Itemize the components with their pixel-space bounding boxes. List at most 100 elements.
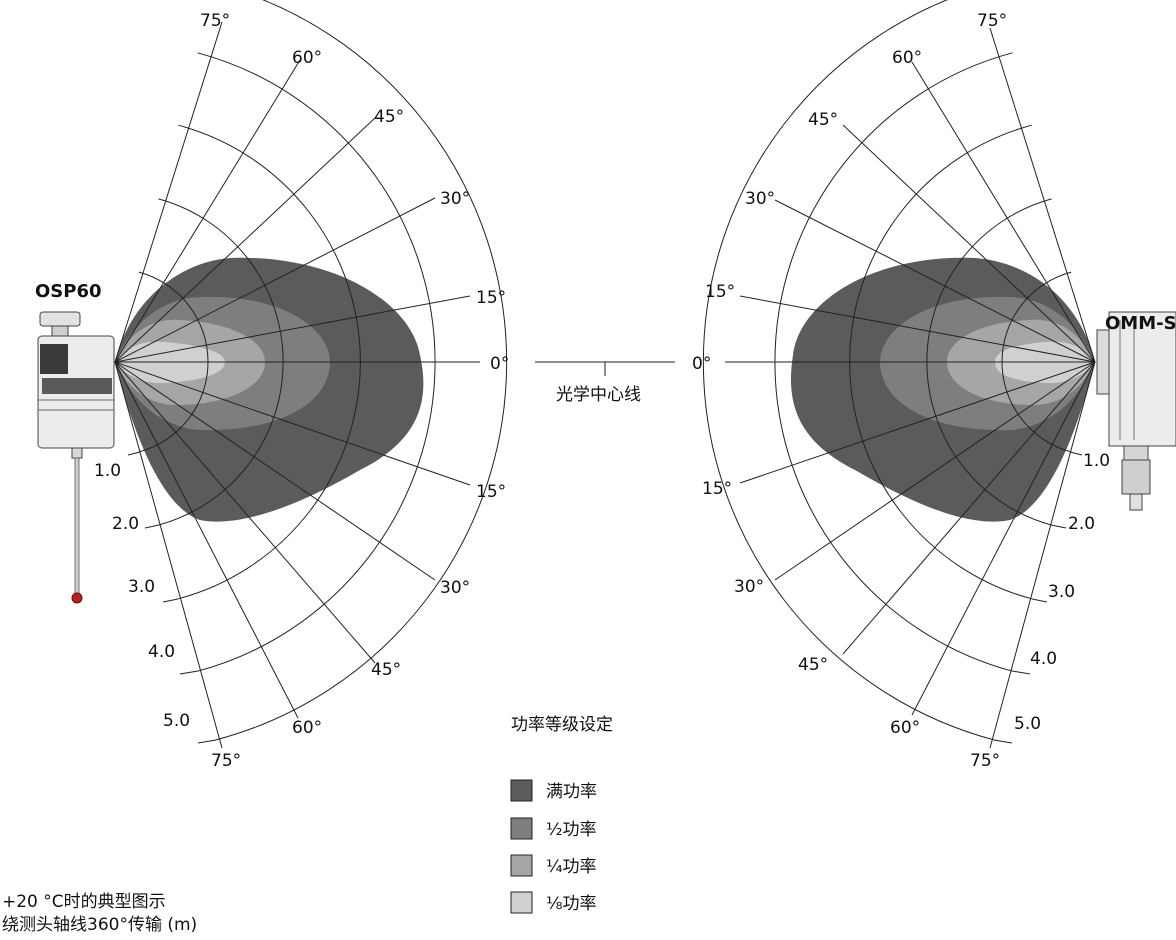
right-dist-tick-3 [1031,598,1048,603]
left-angle-60-down: 60° [292,718,322,738]
footnote-line-1: +20 °C时的典型图示 [2,892,166,912]
right-ray-45-down [842,361,1096,655]
left-angle-45-up: 45° [374,107,404,127]
left-angle-15-up: 15° [476,288,506,308]
legend-swatch-quarter [510,854,533,877]
left-dist-tick-1 [127,451,141,456]
left-angle-60-up: 60° [292,48,322,68]
right-angle-75-down: 75° [970,751,1000,771]
left-ray-60-up [114,59,301,363]
receiver-cable-gland [1121,459,1151,495]
right-ray-45-up [842,124,1096,363]
left-range-arc-5 [215,0,508,741]
osp60-label: OSP60 [35,281,102,302]
legend-label-quarter: ¼功率 [546,857,596,877]
probe-cap-stem [51,325,69,337]
left-dist-tick-2 [144,524,160,529]
left-ray-75-up [114,21,223,363]
legend-label-half: ½功率 [546,820,596,840]
right-distance-labels: 1.0 2.0 3.0 4.0 5.0 [1014,451,1110,734]
receiver-cable [1129,493,1143,511]
right-envelope [790,257,1095,522]
legend-swatch-half [510,817,533,840]
right-ray-15-up [739,295,1096,363]
legend-swatch-eighth [510,891,533,914]
left-distance-2: 2.0 [112,514,139,534]
right-ray-75-up [989,27,1096,363]
right-angle-15-down: 15° [702,479,732,499]
optical-centerline [535,361,675,376]
probe-stylus-ball [71,592,83,604]
receiver-face-plate [1096,329,1110,395]
receiver-connector [1123,445,1149,461]
right-angle-30-down: 30° [734,577,764,597]
left-ray-15-up [114,295,471,363]
left-distance-5: 5.0 [163,711,190,731]
left-ray-15-down [114,361,471,486]
left-distance-labels: 1.0 2.0 3.0 4.0 5.0 [94,461,190,731]
left-ray-45-down [114,361,376,664]
probe-cap [39,311,81,327]
legend-label-full: 满功率 [546,782,597,802]
right-angle-0: 0° [692,354,711,374]
right-dist-tick-5 [993,739,1013,744]
right-distance-5: 5.0 [1014,714,1041,734]
left-ray-30-up [114,197,436,363]
right-angle-labels: 75° 60° 45° 30° 15° 0° 15° 30° 45° 60° 7… [692,11,1007,771]
probe-window [40,344,68,374]
left-angle-75-down: 75° [211,751,241,771]
right-ray-30-down [774,361,1096,581]
right-range-arc-5 [702,0,995,741]
osp60-probe-illustration [37,311,115,604]
right-angle-15-up: 15° [705,282,735,302]
left-envelope [115,257,424,522]
right-angle-60-down: 60° [890,718,920,738]
right-angle-45-down: 45° [798,655,828,675]
legend-swatch-full [510,779,533,802]
right-ray-30-up [774,199,1096,363]
right-distance-1: 1.0 [1083,451,1110,471]
legend-title: 功率等级设定 [511,715,613,735]
left-ray-30-down [114,361,436,581]
right-angle-30-up: 30° [745,189,775,209]
left-angle-30-down: 30° [440,578,470,598]
left-angle-15-down: 15° [476,482,506,502]
left-angle-75-up: 75° [200,11,230,31]
right-angle-45-up: 45° [808,110,838,130]
right-angle-60-up: 60° [892,48,922,68]
probe-led-strip [42,378,112,394]
right-distance-2: 2.0 [1068,514,1095,534]
left-ray-45-up [114,117,376,363]
left-angle-30-up: 30° [440,189,470,209]
left-angle-labels: 75° 60° 45° 30° 15° 0° 15° 30° 45° 60° 7… [200,11,509,771]
left-angle-0: 0° [490,354,509,374]
left-distance-3: 3.0 [128,577,155,597]
right-distance-4: 4.0 [1030,649,1057,669]
left-ray-60-down [114,361,299,719]
left-dist-tick-4 [179,670,199,675]
left-ray-75-down [114,361,223,749]
right-distance-3: 3.0 [1048,582,1075,602]
right-dist-tick-1 [1069,451,1083,456]
legend-label-eighth: ⅛功率 [546,894,596,914]
probe-stem-collar [71,447,83,459]
left-dist-tick-5 [197,739,217,744]
right-grid [702,0,1096,749]
left-dist-tick-3 [162,598,179,603]
probe-stylus [74,457,80,595]
right-dist-tick-4 [1011,670,1031,675]
left-distance-4: 4.0 [148,642,175,662]
right-ray-15-down [739,361,1096,484]
left-grid [114,0,508,749]
right-ray-75-down [989,361,1096,749]
right-angle-75-up: 75° [977,11,1007,31]
left-angle-45-down: 45° [371,660,401,680]
centerline-label: 光学中心线 [556,385,641,405]
left-distance-1: 1.0 [94,461,121,481]
right-ray-60-up [911,61,1096,363]
omm-s-label: OMM-S [1105,313,1176,334]
power-legend: 功率等级设定 满功率 ½功率 ¼功率 ⅛功率 [510,715,613,914]
right-ray-60-down [911,361,1096,716]
